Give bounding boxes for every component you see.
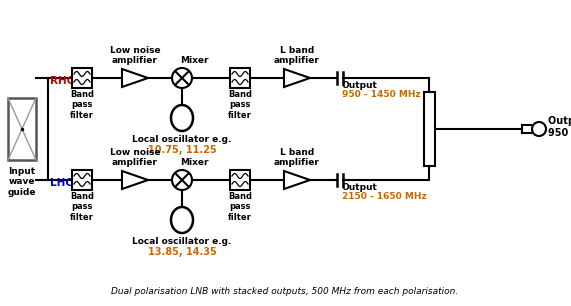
Text: Band
pass
filter: Band pass filter [70,90,94,120]
Circle shape [172,68,192,88]
Text: Mixer: Mixer [180,56,208,65]
Bar [72,68,92,88]
Polygon shape [284,69,310,87]
Ellipse shape [171,105,193,131]
Circle shape [172,170,192,190]
Text: 10.75, 11.25: 10.75, 11.25 [148,145,216,155]
Text: RHCP: RHCP [50,76,82,86]
Text: Input
wave
guide: Input wave guide [8,167,36,197]
Text: Band
pass
filter: Band pass filter [228,192,252,222]
Bar [424,92,435,166]
Polygon shape [122,171,148,189]
Text: 2150 - 1650 MHz: 2150 - 1650 MHz [342,192,427,201]
Bar [72,170,92,190]
Bar [230,170,250,190]
Text: Low noise
amplifier: Low noise amplifier [110,46,160,65]
Text: Mixer: Mixer [180,158,208,167]
Text: Dual polarisation LNB with stacked outputs, 500 MHz from each polarisation.: Dual polarisation LNB with stacked outpu… [111,287,459,296]
Text: Output: Output [342,81,378,90]
Text: Low noise
amplifier: Low noise amplifier [110,147,160,167]
Text: Local oscillator e.g.: Local oscillator e.g. [132,237,232,246]
Text: Output to cable
950 - 2150 MHz: Output to cable 950 - 2150 MHz [548,116,571,138]
Text: Band
pass
filter: Band pass filter [70,192,94,222]
Text: L band
amplifier: L band amplifier [274,147,320,167]
Bar [8,98,36,160]
Text: L band
amplifier: L band amplifier [274,46,320,65]
Text: Local oscillator e.g.: Local oscillator e.g. [132,135,232,144]
Text: 950 - 1450 MHz: 950 - 1450 MHz [342,90,421,99]
Bar [230,68,250,88]
Ellipse shape [171,207,193,233]
Text: 13.85, 14.35: 13.85, 14.35 [148,247,216,257]
Text: Band
pass
filter: Band pass filter [228,90,252,120]
Polygon shape [284,171,310,189]
Text: Output: Output [342,183,378,192]
Circle shape [532,122,546,136]
Polygon shape [122,69,148,87]
Text: LHCP: LHCP [50,178,81,188]
